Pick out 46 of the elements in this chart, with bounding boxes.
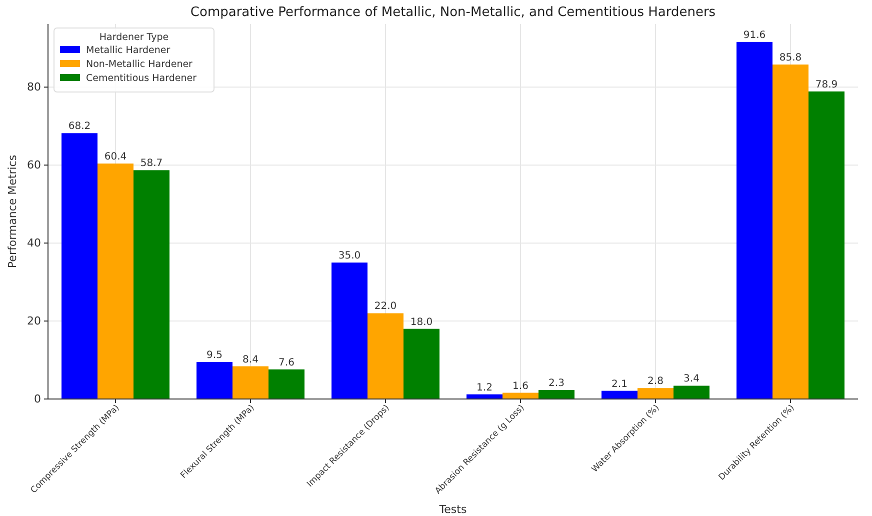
y-tick-label: 60 bbox=[27, 158, 41, 172]
bar bbox=[62, 133, 98, 399]
data-label: 3.4 bbox=[684, 374, 700, 385]
bar bbox=[332, 262, 368, 399]
bar bbox=[638, 388, 674, 399]
legend-label: Metallic Hardener bbox=[86, 45, 170, 56]
data-label: 91.6 bbox=[743, 30, 766, 41]
data-label: 2.1 bbox=[612, 378, 628, 390]
bar bbox=[736, 42, 772, 399]
data-label: 7.6 bbox=[278, 357, 294, 368]
y-tick-label: 0 bbox=[34, 392, 41, 406]
y-tick-label: 40 bbox=[27, 236, 41, 250]
data-label: 35.0 bbox=[338, 250, 361, 262]
bar bbox=[196, 362, 232, 399]
bar bbox=[268, 369, 304, 399]
bar bbox=[538, 390, 574, 399]
data-label: 58.7 bbox=[140, 158, 163, 170]
legend-label: Non-Metallic Hardener bbox=[86, 59, 193, 70]
bar bbox=[368, 313, 404, 399]
bar bbox=[232, 366, 268, 399]
legend-label: Cementitious Hardener bbox=[86, 73, 197, 84]
data-label: 9.5 bbox=[206, 350, 222, 361]
data-label: 1.6 bbox=[512, 380, 528, 392]
bar bbox=[602, 390, 638, 399]
data-label: 78.9 bbox=[815, 79, 838, 90]
x-axis-title: Tests bbox=[438, 503, 467, 516]
bar bbox=[808, 91, 844, 399]
y-tick-label: 80 bbox=[27, 80, 41, 94]
bar bbox=[404, 328, 440, 399]
data-label: 60.4 bbox=[104, 152, 127, 163]
data-label: 22.0 bbox=[374, 301, 397, 312]
data-label: 1.2 bbox=[476, 382, 492, 394]
data-label: 2.8 bbox=[648, 376, 664, 388]
y-tick-label: 20 bbox=[27, 314, 41, 328]
bar bbox=[674, 386, 710, 399]
bar bbox=[772, 64, 808, 399]
bar bbox=[134, 170, 170, 399]
chart-title: Comparative Performance of Metallic, Non-Metallic, and Cementitious Hardeners bbox=[190, 5, 716, 20]
data-label: 85.8 bbox=[779, 52, 802, 64]
data-label: 8.4 bbox=[242, 354, 258, 366]
data-label: 2.3 bbox=[548, 378, 564, 390]
bar bbox=[98, 164, 134, 399]
y-axis-title: Performance Metrics bbox=[6, 154, 19, 268]
data-label: 68.2 bbox=[68, 121, 91, 132]
legend-title: Hardener Type bbox=[99, 32, 169, 43]
data-label: 18.0 bbox=[410, 316, 433, 328]
